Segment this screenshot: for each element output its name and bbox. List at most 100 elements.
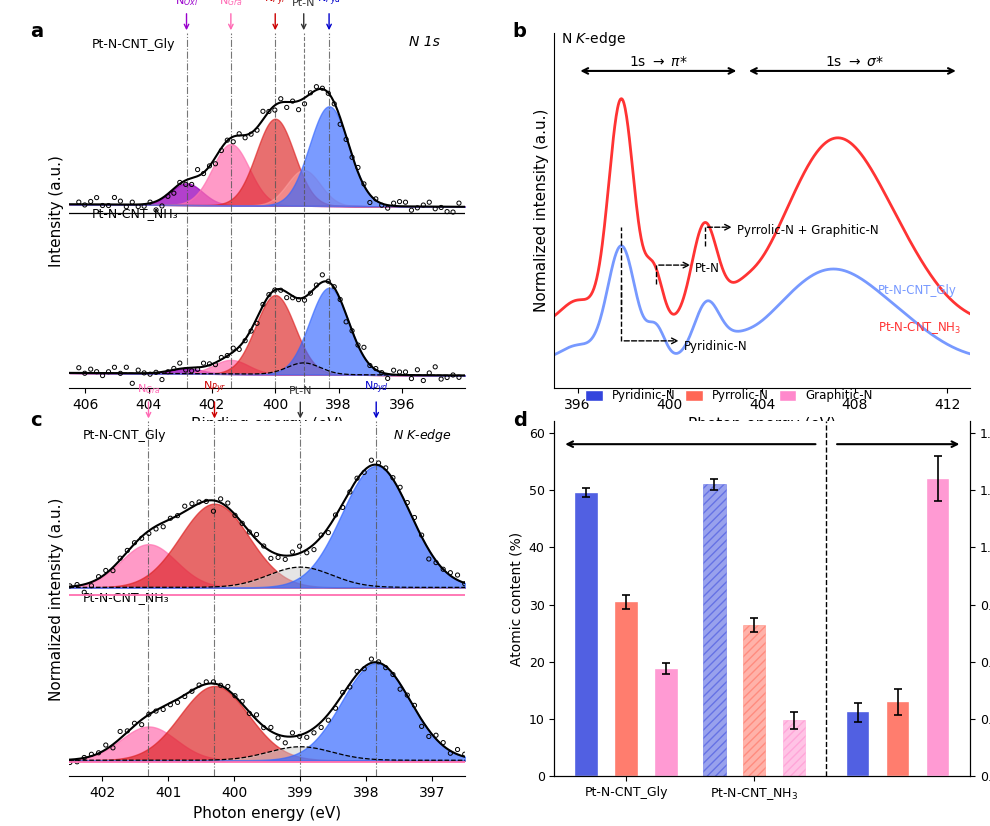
Point: [404, 372, 420, 385]
Point: [446, 368, 461, 382]
Point: [249, 124, 265, 137]
Point: [54, 758, 70, 771]
Point: [350, 161, 366, 174]
Point: [202, 159, 218, 173]
Bar: [655, 669, 677, 776]
Point: [380, 372, 396, 385]
Point: [345, 324, 360, 337]
Point: [213, 679, 229, 692]
Point: [191, 678, 207, 691]
Point: [378, 661, 394, 674]
X-axis label: Photon energy (eV): Photon energy (eV): [688, 417, 837, 433]
Point: [62, 579, 78, 592]
Point: [227, 689, 243, 702]
Point: [328, 508, 344, 521]
Point: [105, 741, 121, 754]
Point: [196, 357, 212, 370]
Point: [214, 144, 230, 157]
Point: [112, 725, 128, 738]
Point: [95, 199, 111, 212]
Point: [285, 291, 301, 304]
Point: [321, 274, 337, 287]
Point: [141, 527, 156, 540]
Point: [242, 707, 257, 720]
Point: [248, 708, 264, 721]
Point: [451, 197, 467, 210]
Point: [184, 497, 200, 510]
Point: [255, 721, 271, 734]
Point: [342, 486, 357, 499]
Point: [184, 178, 200, 191]
Point: [270, 731, 286, 744]
Point: [220, 680, 236, 693]
Point: [399, 496, 415, 509]
Point: [137, 366, 152, 379]
Point: [279, 291, 295, 304]
Text: N $K$-edge: N $K$-edge: [561, 30, 627, 48]
Point: [69, 755, 85, 768]
Point: [362, 196, 378, 209]
Point: [356, 178, 372, 191]
Point: [421, 730, 437, 743]
Point: [119, 361, 135, 374]
Point: [76, 586, 92, 599]
Point: [335, 501, 350, 514]
Point: [368, 362, 384, 375]
Point: [349, 472, 365, 485]
Point: [249, 316, 265, 330]
Point: [416, 374, 432, 387]
Y-axis label: Atomic content (%): Atomic content (%): [509, 532, 523, 666]
Point: [407, 511, 423, 525]
Text: N 1s: N 1s: [409, 35, 440, 49]
Point: [440, 205, 455, 218]
Point: [202, 357, 218, 370]
Point: [333, 293, 348, 306]
Point: [255, 105, 271, 118]
Bar: [783, 720, 806, 776]
Point: [107, 191, 123, 204]
Point: [299, 731, 315, 744]
Point: [184, 364, 200, 377]
Text: Pt-N-CNT_Gly: Pt-N-CNT_Gly: [82, 429, 166, 442]
Y-axis label: Normalized intensity (a.u.): Normalized intensity (a.u.): [534, 109, 548, 312]
Point: [119, 200, 135, 213]
Text: Pt-N-CNT_Gly: Pt-N-CNT_Gly: [91, 38, 175, 51]
Point: [83, 195, 99, 208]
Point: [436, 736, 451, 749]
Text: a: a: [30, 22, 43, 41]
Point: [392, 365, 408, 378]
Bar: [847, 713, 869, 776]
Y-axis label: Normalized intensity (a.u.): Normalized intensity (a.u.): [49, 497, 63, 700]
Point: [291, 103, 307, 116]
Point: [154, 373, 170, 387]
Point: [291, 293, 307, 306]
Point: [267, 103, 283, 116]
Point: [148, 705, 164, 718]
Point: [422, 196, 438, 209]
Point: [277, 736, 293, 749]
Point: [315, 268, 331, 282]
Point: [190, 363, 206, 376]
Point: [235, 695, 250, 708]
Point: [143, 368, 158, 381]
Text: Pt-N: Pt-N: [292, 0, 316, 29]
Point: [328, 701, 344, 714]
Point: [284, 545, 300, 558]
Point: [255, 539, 271, 553]
Text: d: d: [513, 411, 527, 430]
Point: [392, 682, 408, 695]
Text: N $K$-edge: N $K$-edge: [393, 427, 452, 444]
Point: [101, 199, 117, 212]
Point: [206, 505, 222, 518]
Point: [313, 721, 329, 734]
Text: 1s $\rightarrow$ $\pi$*: 1s $\rightarrow$ $\pi$*: [629, 55, 688, 69]
Point: [98, 564, 114, 577]
Point: [363, 453, 379, 467]
Point: [131, 200, 147, 213]
Point: [148, 203, 164, 216]
X-axis label: Photon energy (eV): Photon energy (eV): [193, 805, 342, 821]
Point: [345, 150, 360, 164]
Point: [62, 756, 78, 769]
Point: [386, 363, 402, 377]
Point: [160, 365, 176, 378]
